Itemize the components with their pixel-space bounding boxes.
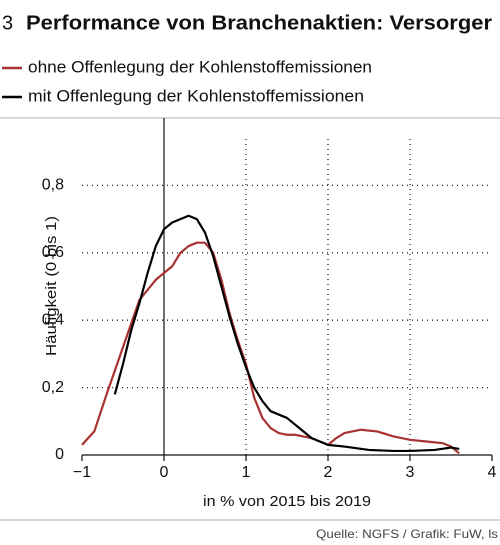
y-tick-label: 0,8 [42,177,64,194]
x-tick-label: 4 [488,464,497,481]
x-tick-label: 3 [406,464,415,481]
y-axis-label: Häufigkeit (0 bis 1) [43,216,60,356]
x-tick-label: 1 [242,464,251,481]
chart-title: Performance von Branchenaktien: Versorge… [26,12,492,34]
x-tick-label: 2 [324,464,333,481]
x-axis-label: in % von 2015 bis 2019 [203,493,371,510]
y-tick-label: 0,4 [42,311,64,328]
y-tick-label: 0 [55,446,64,463]
source: Quelle: NGFS / Grafik: FuW, ls [316,527,498,541]
x-tick-label: 0 [160,464,169,481]
y-tick-label: 0,6 [42,244,64,261]
legend-label: mit Offenlegung der Kohlenstoffemissione… [28,86,364,105]
data-line [81,241,460,455]
y-tick-label: 0,2 [42,379,64,396]
data-line [113,214,460,453]
legend-label: ohne Offenlegung der Kohlenstoffemission… [28,57,372,76]
figure-number: 3 [2,12,13,34]
x-tick-label: −1 [73,464,91,481]
